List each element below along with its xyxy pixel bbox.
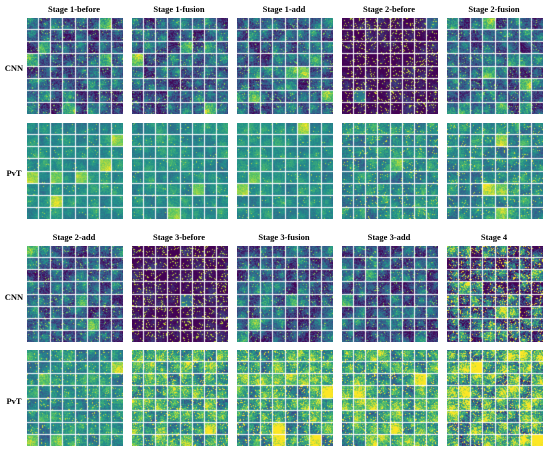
feature-map-canvas — [132, 246, 228, 342]
feature-map-canvas — [237, 246, 333, 342]
column-title-stage2-add: Stage 2-add — [52, 232, 96, 242]
feature-map-cnn-stage3-fusion — [237, 246, 333, 342]
feature-map-cnn-stage1-add — [237, 18, 333, 114]
feature-map-canvas — [27, 350, 123, 446]
feature-map-cnn-stage2-fusion — [447, 18, 543, 114]
column-title-stage1-fusion: Stage 1-fusion — [153, 4, 205, 14]
feature-map-canvas — [342, 246, 438, 342]
feature-map-canvas — [342, 18, 438, 114]
feature-map-cnn-stage2-before — [342, 18, 438, 114]
feature-map-canvas — [447, 350, 543, 446]
feature-map-canvas — [132, 350, 228, 446]
feature-map-canvas — [342, 350, 438, 446]
column-title-stage2-fusion: Stage 2-fusion — [468, 4, 520, 14]
column-title-stage2-before: Stage 2-before — [362, 4, 415, 14]
feature-map-canvas — [447, 18, 543, 114]
feature-map-pvt-stage4 — [447, 350, 543, 446]
feature-map-cnn-stage2-add — [27, 246, 123, 342]
feature-map-canvas — [27, 18, 123, 114]
feature-map-canvas — [447, 246, 543, 342]
feature-map-pvt-stage2-add — [27, 350, 123, 446]
feature-map-canvas — [27, 123, 123, 219]
row-label-cnn: CNN — [4, 63, 24, 73]
feature-map-cnn-stage3-before — [132, 246, 228, 342]
column-title-stage4: Stage 4 — [480, 232, 508, 242]
feature-map-canvas — [132, 123, 228, 219]
feature-map-pvt-stage3-before — [132, 350, 228, 446]
feature-map-canvas — [237, 350, 333, 446]
row-label-cnn: CNN — [4, 292, 24, 302]
feature-map-pvt-stage3-add — [342, 350, 438, 446]
feature-map-canvas — [342, 123, 438, 219]
feature-map-canvas — [237, 123, 333, 219]
column-title-stage1-before: Stage 1-before — [47, 4, 100, 14]
feature-map-pvt-stage2-before — [342, 123, 438, 219]
feature-map-cnn-stage4 — [447, 246, 543, 342]
feature-map-pvt-stage1-before — [27, 123, 123, 219]
column-title-stage3-before: Stage 3-before — [152, 232, 205, 242]
column-title-stage3-fusion: Stage 3-fusion — [258, 232, 310, 242]
feature-map-pvt-stage1-add — [237, 123, 333, 219]
feature-map-cnn-stage1-fusion — [132, 18, 228, 114]
feature-map-pvt-stage3-fusion — [237, 350, 333, 446]
column-title-stage3-add: Stage 3-add — [367, 232, 411, 242]
feature-map-cnn-stage1-before — [27, 18, 123, 114]
column-title-stage1-add: Stage 1-add — [262, 4, 306, 14]
feature-map-canvas — [132, 18, 228, 114]
feature-map-cnn-stage3-add — [342, 246, 438, 342]
feature-map-canvas — [237, 18, 333, 114]
feature-map-canvas — [447, 123, 543, 219]
row-label-pvt: PvT — [6, 168, 22, 178]
feature-map-pvt-stage1-fusion — [132, 123, 228, 219]
row-label-pvt: PvT — [6, 396, 22, 406]
feature-map-canvas — [27, 246, 123, 342]
feature-map-pvt-stage2-fusion — [447, 123, 543, 219]
